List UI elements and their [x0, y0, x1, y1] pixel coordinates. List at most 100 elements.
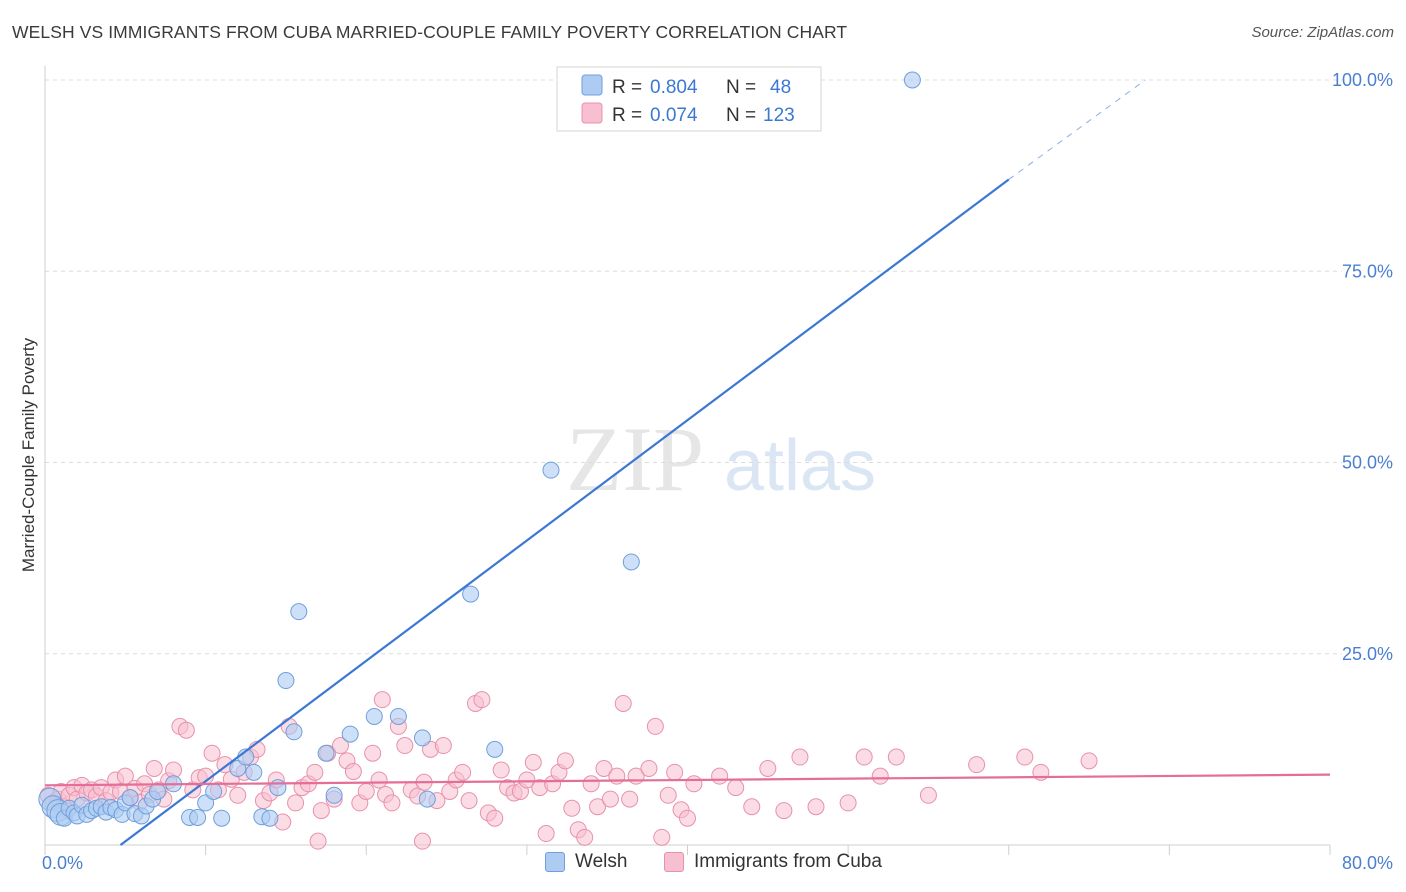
welsh-point	[121, 789, 139, 807]
cuba-point	[576, 828, 594, 846]
cuba-point	[287, 794, 305, 812]
y-tick-label-25: 25.0%	[1342, 644, 1393, 664]
cuba-point	[595, 760, 613, 777]
welsh-points	[38, 71, 921, 827]
bottom-legend-label-cuba: Immigrants from Cuba	[694, 851, 882, 872]
welsh-point	[269, 779, 287, 797]
welsh-point	[622, 553, 640, 571]
cuba-point	[518, 771, 536, 789]
x-tick-labels: 0.0% 80.0%	[42, 853, 1393, 873]
cuba-point	[685, 775, 703, 793]
gridlines	[45, 79, 1342, 655]
bottom-legend: Welsh Immigrants from Cuba	[0, 851, 1406, 879]
x-ticks	[44, 845, 1331, 855]
welsh-point	[418, 790, 436, 808]
welsh-point	[389, 707, 407, 725]
welsh-point	[413, 729, 431, 747]
cuba-point	[614, 694, 632, 712]
welsh-point	[245, 763, 263, 781]
cuba-point	[383, 794, 401, 812]
cuba-point	[413, 832, 431, 850]
cuba-point	[370, 771, 388, 789]
cuba-point	[743, 798, 761, 816]
cuba-point	[145, 760, 163, 777]
cuba-point	[454, 763, 472, 781]
cuba-point	[775, 802, 793, 820]
welsh-point	[325, 786, 343, 804]
cuba-point	[364, 744, 382, 762]
cuba-point	[871, 767, 889, 785]
cuba-point	[711, 767, 729, 785]
cuba-point	[306, 763, 324, 781]
cuba-point	[807, 798, 825, 816]
x-tick-label-max: 80.0%	[1342, 853, 1393, 873]
welsh-point	[542, 461, 560, 479]
trend-lines	[44, 79, 1331, 846]
cuba-point	[1080, 752, 1098, 770]
y-tick-labels: 25.0% 50.0% 75.0% 100.0%	[1332, 70, 1393, 664]
cuba-point	[887, 748, 905, 766]
bottom-legend-label-welsh: Welsh	[575, 851, 628, 872]
bottom-legend-cuba: Immigrants from Cuba	[664, 851, 882, 873]
cuba-point	[492, 761, 510, 779]
source-credit: Source: ZipAtlas.com	[1251, 24, 1394, 41]
cuba-point	[608, 767, 626, 785]
cuba-point	[524, 753, 542, 771]
bottom-legend-welsh: Welsh	[545, 851, 627, 873]
cuba-point	[556, 752, 574, 770]
welsh-point	[462, 585, 480, 603]
welsh-point	[148, 782, 166, 800]
cuba-point	[460, 792, 478, 810]
legend-swatch-welsh	[581, 74, 603, 96]
cuba-point	[653, 828, 671, 846]
cuba-point	[1016, 748, 1034, 766]
welsh-point	[317, 744, 335, 762]
cuba-point	[759, 760, 777, 777]
y-tick-label-75: 75.0%	[1342, 261, 1393, 281]
welsh-point	[365, 707, 383, 725]
legend-r-label-cuba: R =	[612, 105, 642, 126]
welsh-point	[277, 672, 295, 690]
cuba-point	[855, 748, 873, 766]
legend-n-value-welsh: 48	[770, 77, 791, 98]
cuba-point	[486, 809, 504, 827]
cuba-point	[968, 756, 986, 774]
cuba-point	[666, 763, 684, 781]
cuba-point	[537, 825, 555, 843]
legend-r-value-cuba: 0.074	[650, 105, 698, 126]
cuba-point	[679, 809, 696, 827]
bottom-legend-swatch-welsh	[545, 852, 565, 872]
cuba-point	[396, 737, 414, 755]
y-tick-label-50: 50.0%	[1342, 453, 1393, 473]
legend-r-value-welsh: 0.804	[650, 77, 698, 98]
welsh-point	[213, 809, 231, 827]
cuba-point	[659, 786, 677, 804]
welsh-point	[290, 603, 308, 621]
cuba-trend-line	[44, 773, 1331, 787]
cuba-point	[919, 786, 937, 804]
watermark-atlas: atlas	[724, 426, 876, 506]
stats-legend: R = 0.804 N = 48 R = 0.074 N = 123	[556, 66, 822, 132]
cuba-point	[646, 717, 664, 735]
welsh-trend-line	[119, 178, 1010, 846]
welsh-point	[903, 71, 921, 89]
bottom-legend-swatch-cuba	[664, 852, 684, 872]
cuba-point	[839, 794, 857, 812]
welsh-point	[205, 782, 223, 800]
cuba-point	[373, 691, 391, 709]
cuba-point	[473, 691, 491, 709]
legend-n-label-welsh: N =	[726, 77, 756, 98]
cuba-point	[177, 721, 195, 739]
cuba-point	[589, 798, 607, 816]
cuba-point	[582, 775, 600, 793]
legend-n-label-cuba: N =	[726, 105, 756, 126]
welsh-point	[189, 808, 207, 826]
legend-swatch-cuba	[581, 102, 603, 124]
legend-r-label-welsh: R =	[612, 77, 642, 98]
cuba-point	[312, 802, 330, 820]
cuba-point	[601, 790, 619, 808]
welsh-point	[261, 809, 279, 827]
cuba-point	[563, 799, 581, 817]
cuba-point	[229, 786, 247, 804]
